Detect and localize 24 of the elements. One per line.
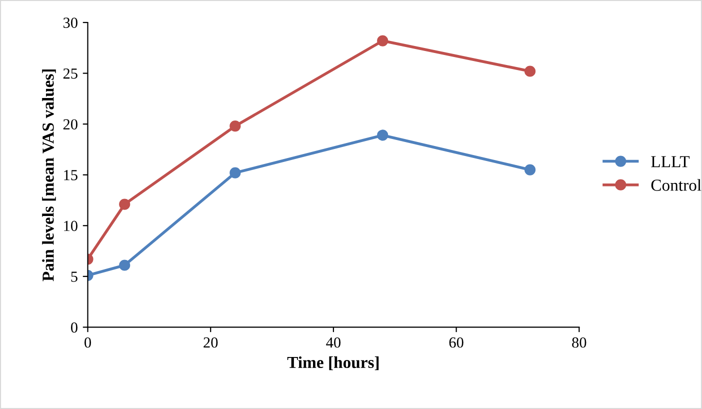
- point: [524, 66, 536, 77]
- point: [524, 164, 536, 176]
- point: [377, 35, 388, 46]
- y-tick-label: 30: [63, 18, 78, 28]
- x-tick-label: 80: [572, 337, 586, 348]
- y-tick-label: 5: [71, 272, 78, 282]
- y-tick-label: 0: [70, 322, 78, 333]
- x-tick-label: 20: [204, 337, 218, 348]
- y-tick-label: 15: [64, 170, 78, 180]
- point: [230, 167, 241, 178]
- x-axis-title: Time [hours]: [287, 356, 379, 370]
- y-axis-title: Pain levels [mean VAS values]: [42, 69, 56, 282]
- y-tick-label: 25: [63, 68, 78, 79]
- point: [230, 120, 241, 132]
- y-tick-label: 20: [63, 119, 78, 130]
- y-tick-label: 10: [64, 220, 78, 232]
- point: [119, 260, 130, 271]
- point: [377, 130, 388, 141]
- legend-label: Control: [651, 179, 702, 191]
- point: [119, 198, 130, 210]
- x-tick-label: 0: [84, 337, 91, 348]
- legend-label: LLLT: [651, 156, 690, 168]
- x-tick-label: 60: [449, 337, 464, 348]
- x-tick-label: 40: [326, 337, 341, 348]
